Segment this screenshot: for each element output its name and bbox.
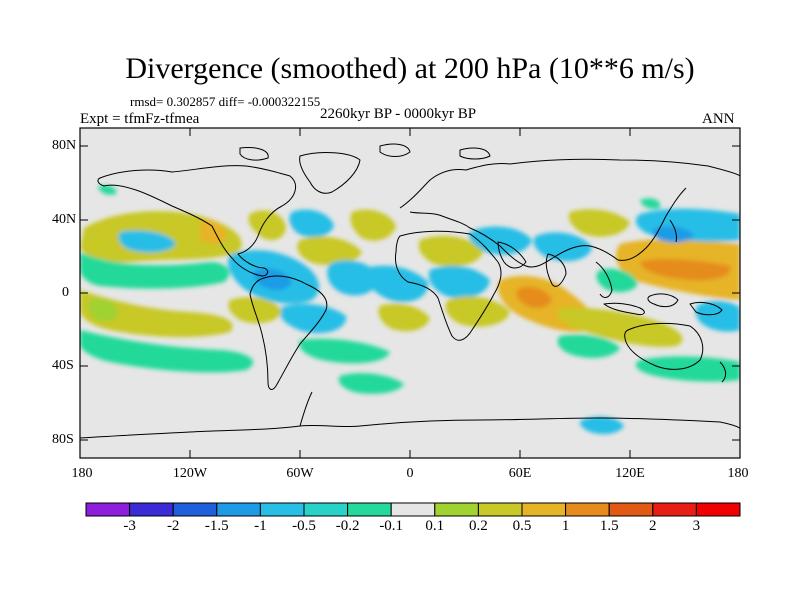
season-label: ANN: [702, 111, 735, 127]
colorbar-label: -2: [166, 518, 180, 534]
colorbar-swatch: [172, 502, 218, 517]
colorbar-swatch: [303, 502, 349, 517]
colorbar-label: 2: [649, 518, 657, 534]
colorbar-label: 0.5: [512, 518, 532, 534]
lon-label-120e: 120E: [615, 466, 645, 481]
colorbar-swatch: [85, 502, 131, 517]
axis-ticks: [80, 128, 740, 458]
period-label: 2260kyr BP - 0000kyr BP: [320, 106, 477, 122]
colorbar-label: -3: [123, 518, 136, 534]
colorbar-swatch: [608, 502, 654, 517]
colorbar-label: -0.2: [335, 518, 360, 534]
lon-label-60w: 60W: [286, 466, 314, 481]
colorbar-label: -0.5: [292, 518, 316, 534]
colorbar-label: 1.5: [599, 518, 619, 534]
lat-label-40s: 40S: [52, 358, 74, 373]
colorbar-swatch: [695, 502, 741, 517]
divergence-field: [80, 185, 740, 435]
experiment-label: Expt = tfmFz-tfmea: [80, 111, 200, 127]
colorbar-label: 0.2: [469, 518, 488, 534]
lon-label-180e: 180: [727, 466, 749, 481]
chart-title: Divergence (smoothed) at 200 hPa (10**6 …: [125, 52, 695, 85]
lon-label-120w: 120W: [172, 466, 208, 481]
colorbar-swatch: [216, 502, 261, 517]
lon-label-60e: 60E: [508, 466, 532, 481]
rmsd-diff-stats: rmsd= 0.302857 diff= -0.000322155: [130, 94, 321, 109]
colorbar-swatch: [652, 502, 697, 517]
colorbar-swatch: [434, 502, 479, 517]
colorbar-swatch: [521, 502, 567, 517]
colorbar-label: 0.1: [425, 518, 445, 534]
lon-label-0: 0: [406, 466, 414, 481]
colorbar-label: -1: [254, 518, 267, 534]
colorbar-swatch: [565, 502, 610, 517]
colorbar-label: -1.5: [204, 518, 229, 534]
colorbar-swatch: [477, 502, 523, 517]
lat-label-eq: 0: [62, 285, 69, 300]
colorbar-swatch: [259, 502, 305, 517]
lat-label-40n: 40N: [52, 212, 77, 227]
colorbar-swatch: [347, 502, 392, 517]
colorbar-swatch: [129, 502, 174, 517]
lon-label-180w: 180: [71, 466, 93, 481]
coastlines: [80, 143, 740, 439]
lat-label-80s: 80S: [52, 432, 74, 447]
lat-label-80n: 80N: [52, 138, 77, 153]
colorbar-swatch: [390, 502, 436, 517]
colorbar-label: -0.1: [379, 518, 404, 534]
colorbar-label: 1: [561, 518, 570, 534]
colorbar-label: 3: [692, 518, 701, 534]
